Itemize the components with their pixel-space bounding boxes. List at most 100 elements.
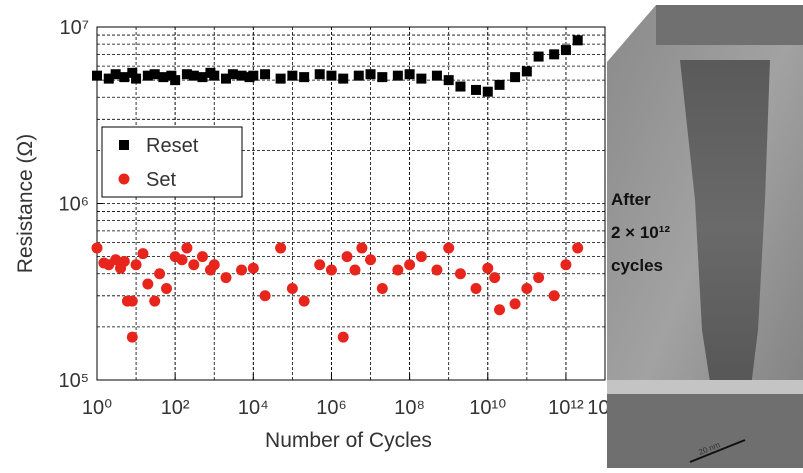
annotation-line: After [611,190,651,209]
legend-label: Set [146,169,176,191]
marker-circle [509,298,521,310]
marker-square [443,75,454,86]
marker-circle [298,295,310,307]
y-axis-label: Resistance (Ω) [14,134,37,273]
marker-square [158,72,169,83]
marker-square [181,69,192,80]
marker-circle [482,262,494,274]
marker-square [149,69,160,80]
x-tick-label: 10⁸ [394,397,425,419]
plot-background [97,27,605,380]
marker-square [549,49,560,60]
marker-circle [126,295,138,307]
marker-circle [392,264,404,276]
marker-square [510,72,521,83]
marker-circle [365,254,377,266]
y-tick-label: 10⁶ [59,194,89,216]
marker-circle [130,259,142,271]
marker-circle [126,331,138,343]
marker-circle [325,264,337,276]
marker-square [188,70,199,81]
marker-square [299,72,310,83]
marker-circle [259,290,271,302]
legend-label: Reset [146,135,199,157]
tem-layer [607,380,803,394]
marker-circle [337,331,349,343]
marker-square [314,69,325,80]
marker-circle [533,272,545,284]
marker-circle [110,254,122,266]
marker-circle [220,272,232,284]
y-tick-label: 10⁷ [60,17,89,39]
marker-circle [494,304,506,316]
marker-circle [443,242,455,254]
x-tick-label: 10⁰ [82,397,112,419]
marker-circle [404,259,416,271]
tem-image: 20 nm [607,5,803,468]
marker-circle [341,251,353,263]
marker-square [197,72,208,83]
marker-circle [154,268,166,280]
annotation: After 2 × 10¹² cycles [611,190,670,275]
marker-circle [236,264,248,276]
annotation-line: cycles [611,256,663,275]
marker-square [431,70,442,81]
marker-square [236,70,247,81]
marker-circle [160,282,172,294]
marker-circle [572,242,584,254]
marker-square [494,79,505,90]
marker-square [131,73,142,84]
marker-square [220,73,231,84]
marker-square [92,70,102,81]
marker-circle [275,242,287,254]
marker-circle [356,242,368,254]
marker-square [227,69,238,80]
x-tick-label: 10¹² [548,397,584,419]
marker-square [377,72,388,83]
x-tick-label: 10¹⁰ [469,397,506,419]
legend-marker [118,173,130,185]
marker-circle [118,255,130,267]
x-tick-label: 10⁶ [316,397,346,419]
marker-square [365,69,376,80]
marker-square [110,69,121,80]
marker-square [119,72,130,83]
tem-top [656,5,803,45]
x-tick-label: 10² [161,397,190,419]
marker-circle [349,264,361,276]
marker-circle [137,248,149,260]
marker-square [471,84,482,95]
marker-circle [415,251,427,263]
marker-circle [176,254,188,266]
marker-circle [247,262,259,274]
marker-square [455,81,466,92]
marker-square [560,45,571,56]
marker-circle [208,259,220,271]
marker-square [103,73,114,84]
marker-square [482,86,493,97]
marker-circle [181,242,193,254]
marker-square [209,70,220,81]
tem-via [680,60,770,395]
marker-circle [376,282,388,294]
marker-circle [454,268,466,280]
scale-bar [689,439,746,463]
marker-circle [188,259,200,271]
marker-square [338,73,349,84]
marker-circle [521,282,533,294]
marker-circle [548,290,560,302]
marker-square [275,73,286,84]
marker-square [248,70,259,81]
plot-area: 10⁰ 10² 10⁴ 10⁶ 10⁸ 10¹⁰ 10¹² 10¹³10⁵10⁶10⁷Numb… [14,17,623,452]
annotation-line: 2 × 10¹² [611,223,670,242]
legend-marker [119,140,129,150]
marker-circle [149,295,161,307]
marker-square [521,66,532,77]
marker-square [353,70,364,81]
marker-square [142,70,153,81]
marker-square [326,70,337,81]
marker-circle [489,272,501,284]
marker-square [260,69,271,80]
marker-circle [431,264,443,276]
